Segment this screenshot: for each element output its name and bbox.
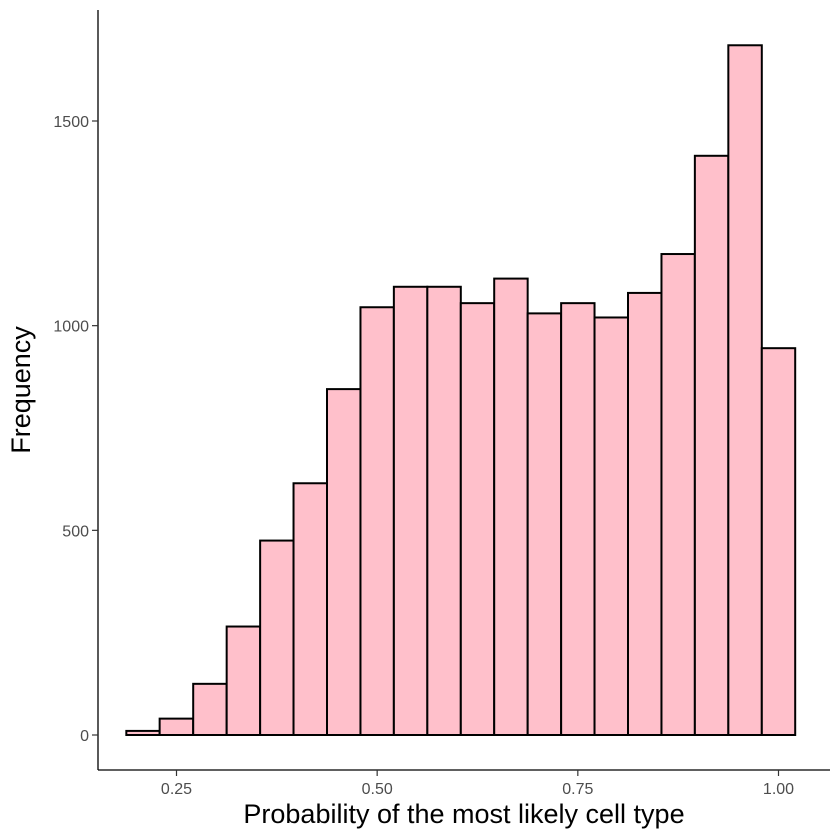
histogram-bar: [125, 729, 161, 737]
histogram-bar: [693, 154, 730, 736]
y-tick-label: 500: [62, 523, 89, 540]
x-axis-title: Probability of the most likely cell type: [243, 799, 684, 829]
histogram-bar: [627, 291, 663, 736]
histogram-bar: [459, 302, 496, 736]
bars-group: [125, 44, 797, 737]
histogram-bar: [359, 306, 395, 736]
histogram-bar: [526, 312, 563, 736]
y-axis-title: Frequency: [6, 326, 36, 454]
x-axis-ticks: 0.25 0.50 0.75 1.00: [161, 770, 794, 798]
histogram-bar: [192, 682, 228, 736]
x-tick-label: 1.00: [763, 781, 794, 798]
y-tick-label: 0: [80, 728, 89, 745]
histogram-bar: [158, 717, 195, 736]
y-tick-label: 1500: [53, 114, 89, 131]
histogram-bar: [760, 347, 797, 736]
x-tick-label: 0.75: [562, 781, 593, 798]
histogram-bar: [727, 44, 763, 737]
x-tick-label: 0.50: [362, 781, 393, 798]
histogram-bar: [225, 625, 262, 737]
histogram-bar: [292, 482, 329, 737]
histogram-bar: [392, 285, 429, 736]
histogram-bar: [259, 539, 295, 736]
histogram-bar: [660, 253, 696, 737]
x-tick-label: 0.25: [161, 781, 192, 798]
histogram-bar: [493, 277, 529, 736]
histogram-bar: [326, 388, 362, 736]
y-tick-label: 1000: [53, 319, 89, 336]
y-axis-ticks: 0 500 1000 1500: [53, 114, 98, 745]
histogram-bar: [426, 285, 462, 736]
histogram-bar: [560, 302, 596, 736]
histogram-bar: [593, 316, 630, 736]
